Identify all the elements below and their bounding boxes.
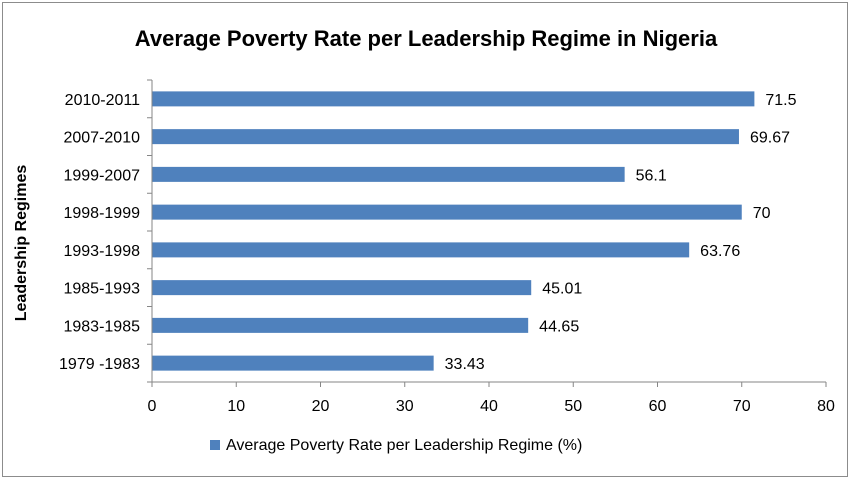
x-tick-label-80: 80: [817, 398, 835, 415]
value-labels-layer: 71.5 69.67 56.1 70 63.76 45.01 44.65 33.43: [445, 92, 797, 373]
axes-layer: [147, 79, 827, 387]
y-tick-label-1983-1985: 1983-1985: [63, 318, 140, 335]
bar-1983-1985: [152, 317, 529, 333]
y-tick-label-1999-2007: 1999-2007: [63, 167, 140, 184]
y-tick-label-2010-2011: 2010-2011: [65, 92, 140, 109]
y-tick-label-1985-1993: 1985-1993: [63, 281, 140, 298]
value-label-1999-2007: 56.1: [636, 167, 667, 184]
x-tick-label-40: 40: [480, 398, 498, 415]
value-label-1983-1985: 44.65: [539, 318, 579, 335]
legend-swatch: [210, 440, 220, 450]
bar-1999-2007: [152, 166, 625, 182]
value-label-1979-1983: 33.43: [445, 356, 485, 373]
y-tick-label-1998-1999: 1998-1999: [63, 205, 140, 222]
y-axis-title: Leadership Regimes: [13, 165, 30, 322]
bar-1985-1993: [152, 280, 532, 296]
bar-2007-2010: [152, 129, 739, 145]
bar-1998-1999: [152, 204, 742, 220]
x-tick-label-0: 0: [148, 398, 157, 415]
bar-1979-1983: [152, 355, 434, 371]
x-tick-label-60: 60: [649, 398, 667, 415]
bar-2010-2011: [152, 91, 755, 107]
x-tick-label-10: 10: [227, 398, 245, 415]
bar-1993-1998: [152, 242, 690, 258]
y-tick-labels-layer: 2010-2011 2007-2010 1999-2007 1998-1999 1993…: [59, 92, 140, 373]
bars-layer: [152, 91, 755, 371]
legend-label: Average Poverty Rate per Leadership Regi…: [226, 437, 582, 454]
value-label-2007-2010: 69.67: [750, 130, 790, 147]
value-label-1985-1993: 45.01: [542, 281, 582, 298]
x-tick-label-50: 50: [564, 398, 582, 415]
y-tick-label-1993-1998: 1993-1998: [63, 243, 140, 260]
value-label-1993-1998: 63.76: [700, 243, 740, 260]
y-tick-label-2007-2010: 2007-2010: [63, 130, 140, 147]
y-tick-label-1979-1983: 1979 -1983: [59, 356, 140, 373]
x-tick-labels-layer: 0 10 20 30 40 50 60 70 80: [148, 398, 835, 415]
x-tick-label-20: 20: [312, 398, 330, 415]
chart-svg: Average Poverty Rate per Leadership Regi…: [13, 26, 835, 454]
x-tick-label-30: 30: [396, 398, 414, 415]
legend: Average Poverty Rate per Leadership Regi…: [210, 437, 582, 454]
x-tick-label-70: 70: [733, 398, 751, 415]
chart-title: Average Poverty Rate per Leadership Regi…: [135, 26, 718, 51]
value-label-1998-1999: 70: [753, 205, 771, 222]
value-label-2010-2011: 71.5: [765, 92, 796, 109]
